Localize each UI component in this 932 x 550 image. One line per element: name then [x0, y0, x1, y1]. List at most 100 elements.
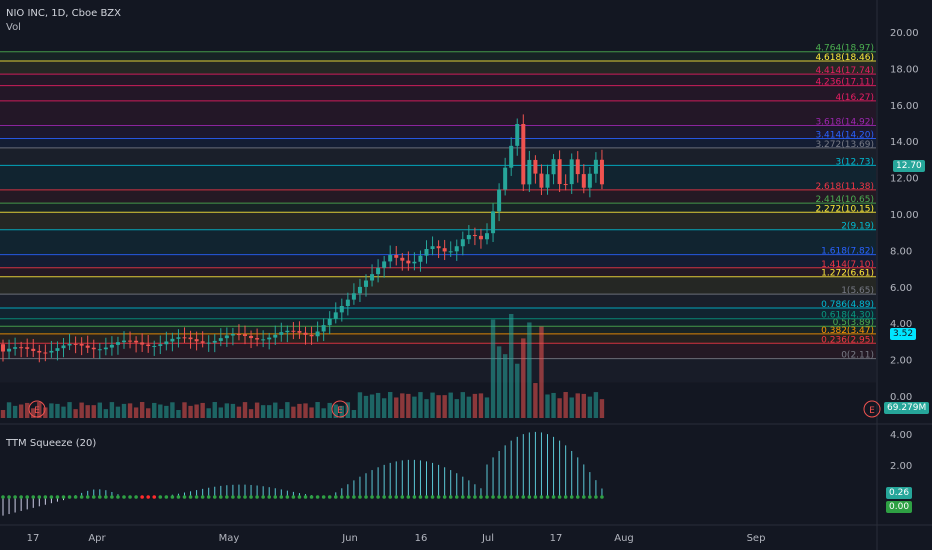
candle-body — [37, 350, 42, 353]
price-tick-label: 18.00 — [890, 64, 919, 75]
squeeze-dot — [25, 495, 30, 499]
candle-body — [551, 159, 556, 175]
candle-body — [454, 246, 459, 252]
candle-body — [333, 312, 338, 319]
squeeze-dot — [255, 495, 259, 499]
volume-bar — [394, 397, 399, 418]
candle-body — [146, 344, 151, 346]
candle-body — [115, 342, 120, 345]
candle-body — [218, 338, 223, 341]
volume-bar — [388, 392, 393, 418]
volume-bar — [575, 393, 580, 418]
squeeze-dot — [333, 495, 338, 499]
volume-bar — [533, 383, 538, 418]
volume-bar — [152, 402, 157, 418]
volume-bar — [230, 403, 236, 418]
candle-body — [509, 145, 514, 168]
candle-body — [200, 341, 205, 343]
fib-level-label: 0.786(4.89) — [821, 300, 874, 310]
candle-body — [73, 343, 78, 345]
volume-bar — [321, 408, 326, 418]
squeeze-dot — [116, 495, 120, 499]
candle-body — [236, 334, 241, 336]
price-tick-label: 10.00 — [890, 210, 919, 221]
squeeze-dot — [98, 495, 102, 499]
volume-bar — [375, 392, 381, 418]
volume-bar — [430, 392, 435, 418]
squeeze-dot — [382, 495, 386, 499]
fib-band — [0, 267, 876, 277]
candle-body — [515, 124, 520, 146]
squeeze-dot — [49, 495, 54, 499]
volume-bar — [581, 393, 586, 418]
candle-body — [134, 340, 139, 343]
volume-bar — [254, 402, 260, 418]
squeeze-dot — [521, 495, 526, 499]
fib-band — [0, 326, 876, 334]
squeeze-dot — [539, 495, 544, 499]
squeeze-dot — [412, 495, 417, 499]
squeeze-dot — [491, 495, 495, 499]
price-tick-label: 14.00 — [890, 137, 919, 148]
fib-band — [0, 51, 876, 62]
squeeze-dot — [279, 495, 284, 499]
time-tick-label: 17 — [550, 533, 563, 544]
indicator-tick-label: 4.00 — [890, 430, 912, 441]
candle-body — [503, 167, 508, 190]
squeeze-dot — [243, 495, 247, 499]
squeeze-dot — [7, 495, 11, 499]
squeeze-dot — [158, 495, 163, 499]
fib-level-label: 4.618(18.46) — [815, 53, 874, 63]
candle-body — [152, 345, 157, 347]
candle-body — [364, 280, 368, 287]
squeeze-dot — [134, 495, 138, 499]
volume-bar — [515, 363, 520, 418]
volume-bar — [260, 405, 266, 418]
candle-body — [339, 306, 344, 313]
squeeze-dot — [61, 495, 66, 499]
fib-level-label: 0.5(3.89) — [833, 318, 874, 328]
time-tick-label: 16 — [415, 533, 428, 544]
squeeze-dot — [340, 495, 344, 499]
candle-body — [412, 261, 417, 264]
volume-bar — [569, 397, 574, 418]
candle-body — [97, 349, 102, 351]
squeeze-dot — [122, 495, 126, 499]
volume-bar — [279, 409, 284, 418]
volume-bar — [412, 396, 417, 418]
fib-level-label: 2(9.19) — [841, 222, 874, 232]
time-tick-label: Sep — [747, 533, 766, 544]
candle-body — [478, 235, 483, 240]
fib-level-label: 0.382(3.47) — [821, 326, 874, 336]
squeeze-dot — [575, 495, 580, 499]
candle-body — [43, 352, 48, 354]
squeeze-dot — [91, 495, 96, 499]
volume-bar — [357, 392, 363, 418]
candle-body — [261, 339, 266, 341]
indicator-tick-label: 2.00 — [890, 461, 912, 472]
candle-body — [327, 318, 332, 326]
candle-body — [122, 340, 126, 343]
squeeze-dot — [128, 495, 132, 499]
squeeze-dot — [424, 495, 429, 499]
volume-bar — [12, 405, 18, 418]
price-tick-label: 16.00 — [890, 101, 919, 112]
price-tick-label: 20.00 — [890, 28, 919, 39]
volume-bar — [327, 402, 332, 418]
candle-body — [206, 342, 211, 344]
candle-body — [400, 257, 405, 261]
volume-bar — [212, 402, 217, 418]
candle-body — [212, 340, 217, 343]
squeeze-dot — [454, 495, 459, 499]
squeeze-dot — [285, 495, 290, 499]
volume-bar — [188, 405, 193, 418]
volume-bar — [97, 402, 102, 418]
fib-level-label: 4.236(17.11) — [815, 78, 874, 88]
squeeze-dot — [13, 495, 17, 499]
candle-body — [188, 337, 193, 340]
candle-body — [279, 332, 284, 335]
squeeze-dot — [219, 495, 223, 499]
candle-body — [49, 350, 54, 353]
